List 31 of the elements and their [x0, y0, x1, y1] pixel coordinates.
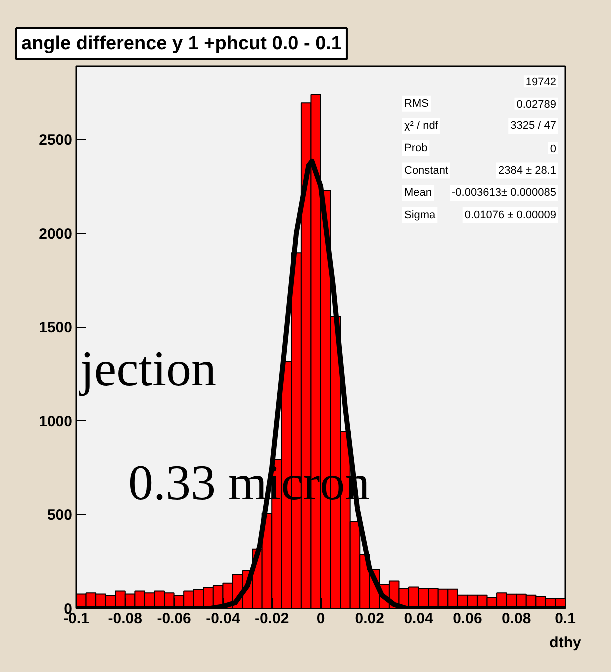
y-tick-label: 1000 [39, 413, 73, 430]
x-tick-label: 0.02 [355, 610, 385, 628]
y-tick-label: 1500 [39, 320, 73, 337]
y-tick-label: 2500 [39, 132, 73, 150]
annotation: jection [78, 340, 217, 396]
x-axis-title: dthy [550, 634, 582, 652]
x-tick-label: -0.04 [206, 610, 241, 628]
x-tick-label: 0.06 [453, 610, 482, 628]
annotation: 0.01076 ± 0.00009 [464, 209, 557, 222]
y-tick-label: 2000 [39, 226, 73, 243]
x-tick-label: -0.06 [157, 610, 192, 628]
annotation: Constant [404, 164, 449, 177]
x-tick-label: 0.1 [555, 610, 576, 628]
y-tick-label: 500 [47, 507, 73, 524]
x-tick-label: 0.04 [404, 610, 434, 628]
annotation: χ² / ndf [404, 120, 440, 132]
annotation: 0 [550, 144, 557, 156]
annotation: Prob [404, 142, 428, 154]
x-tick-label: 0.08 [502, 610, 532, 628]
x-tick-label: -0.02 [255, 610, 290, 628]
annotation: 19742 [526, 76, 557, 89]
annotation: -0.003613± 0.000085 [452, 187, 557, 200]
x-tick-label: 0 [316, 610, 326, 628]
x-tick-label: -0.08 [108, 610, 143, 628]
annotation: Sigma [404, 209, 437, 222]
annotation: 0.02789 [516, 98, 557, 111]
annotation: Mean [404, 187, 432, 200]
annotation: 3325 / 47 [510, 120, 556, 132]
chart-title: angle difference y 1 +phcut 0.0 - 0.1 [22, 34, 342, 54]
annotation: 2384 ± 28.1 [498, 164, 556, 177]
annotation: RMS [404, 98, 429, 110]
